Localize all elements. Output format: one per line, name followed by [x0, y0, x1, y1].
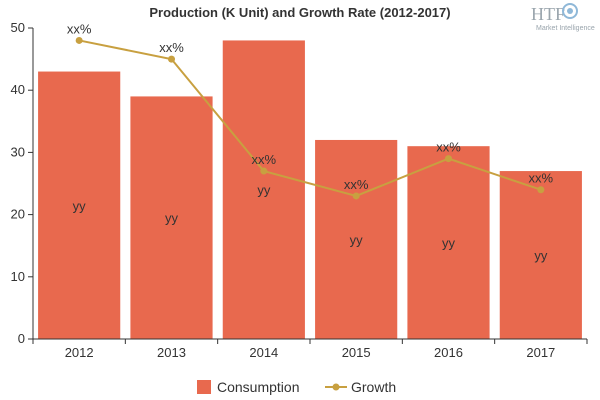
- y-tick-label: 20: [11, 207, 25, 222]
- legend-growth-label: Growth: [351, 379, 396, 395]
- growth-data-label: xx%: [252, 152, 277, 167]
- y-axis: 0 10 20 30 40 50: [11, 20, 34, 346]
- bar[interactable]: [315, 139, 398, 339]
- growth-point[interactable]: [260, 167, 268, 175]
- growth-point[interactable]: [168, 55, 175, 63]
- x-tick-label: 2015: [342, 345, 371, 360]
- x-axis: 2012 2013 2014 2015 2016 2017: [32, 338, 588, 360]
- chart-title: Production (K Unit) and Growth Rate (201…: [149, 5, 450, 20]
- legend-consumption-label: Consumption: [217, 379, 300, 395]
- logo-subtext: Market Intelligence: [536, 25, 595, 32]
- y-tick-label: 30: [11, 144, 25, 159]
- growth-point[interactable]: [537, 186, 545, 194]
- y-tick-label: 50: [11, 20, 25, 35]
- x-tick-label: 2013: [157, 345, 186, 360]
- bar[interactable]: [38, 71, 121, 339]
- bar-labels: yy yy yy yy yy yy: [73, 183, 548, 263]
- growth-line: [78, 39, 542, 197]
- growth-data-label: xx%: [436, 140, 461, 155]
- bar[interactable]: [130, 96, 213, 339]
- bar-data-label: yy: [257, 183, 271, 198]
- legend: Consumption Growth: [197, 379, 396, 395]
- bar[interactable]: [407, 146, 490, 339]
- growth-point[interactable]: [445, 155, 452, 163]
- bar-data-label: yy: [442, 236, 456, 251]
- bar-data-label: yy: [165, 211, 179, 226]
- growth-point[interactable]: [75, 36, 83, 44]
- bar[interactable]: [222, 40, 305, 339]
- growth-data-label: xx%: [159, 40, 184, 55]
- growth-data-label: xx%: [344, 177, 369, 192]
- bar-data-label: yy: [73, 198, 87, 213]
- bar-data-label: yy: [534, 248, 548, 263]
- bar[interactable]: [499, 171, 582, 339]
- x-tick-label: 2014: [249, 345, 278, 360]
- legend-growth-marker: [332, 383, 340, 391]
- legend-consumption-swatch: [197, 380, 211, 394]
- line-labels: xx% xx% xx% xx% xx% xx%: [67, 21, 554, 192]
- logo-text: HTF: [531, 4, 565, 24]
- y-tick-label: 40: [11, 82, 25, 97]
- gear-globe-icon: [562, 3, 578, 19]
- y-tick-label: 10: [11, 269, 25, 284]
- logo: HTF Market Intelligence: [531, 3, 595, 32]
- growth-point[interactable]: [352, 192, 360, 200]
- bar-series: [38, 40, 582, 339]
- line-series: [75, 36, 545, 200]
- x-tick-label: 2012: [65, 345, 94, 360]
- x-tick-label: 2016: [434, 345, 463, 360]
- growth-data-label: xx%: [529, 171, 554, 186]
- x-tick-label: 2017: [526, 345, 555, 360]
- bar-data-label: yy: [350, 232, 364, 247]
- y-tick-label: 0: [18, 331, 25, 346]
- growth-data-label: xx%: [67, 21, 92, 36]
